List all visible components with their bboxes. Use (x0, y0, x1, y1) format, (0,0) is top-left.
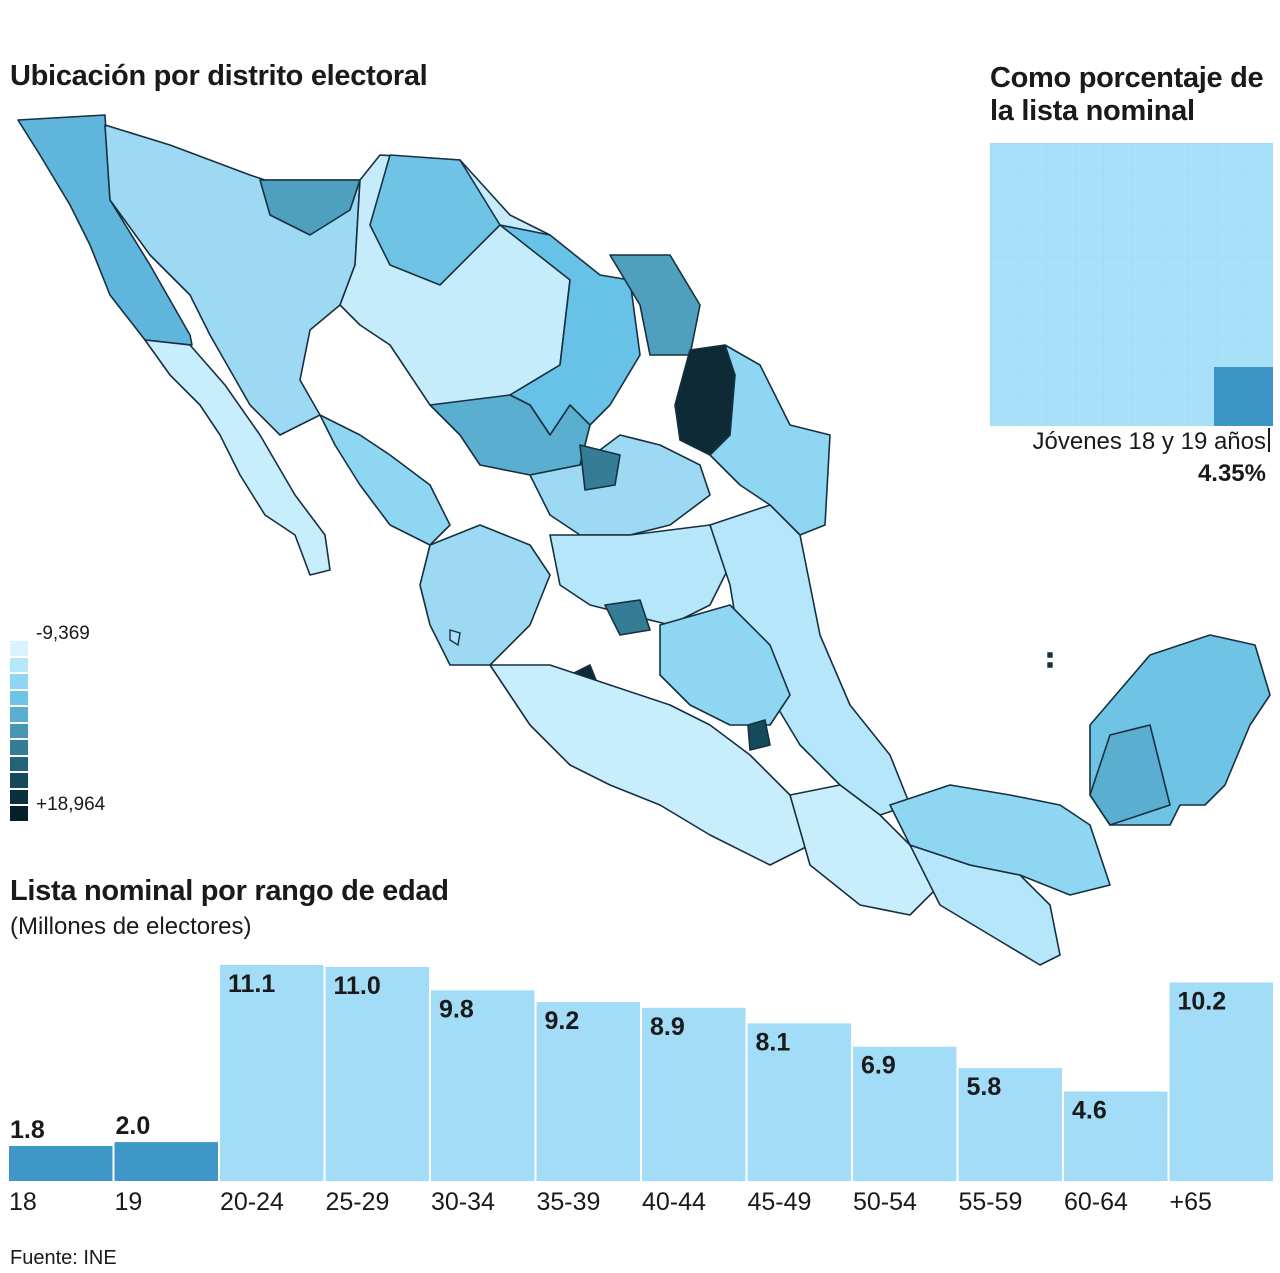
bar-30-34 (431, 990, 535, 1181)
bar-45-49 (747, 1023, 851, 1181)
percentage-value: 4.35% (1197, 460, 1266, 487)
legend-swatch (10, 756, 28, 771)
cdmx-dark (747, 719, 771, 751)
bar-value-label: 9.8 (439, 995, 474, 1023)
legend-color-scale (10, 641, 28, 823)
category-label: 35-39 (537, 1188, 601, 1216)
sonora-district (259, 179, 361, 236)
durango (429, 394, 591, 476)
bar-19 (114, 1142, 218, 1181)
bar-40-44 (642, 1007, 746, 1181)
bar-25-29 (325, 966, 429, 1181)
legend-swatch (10, 723, 28, 738)
category-label: 45-49 (748, 1188, 812, 1216)
island-2 (1047, 652, 1053, 658)
bajio (549, 524, 731, 626)
category-label: 18 (9, 1188, 37, 1216)
slp-dark (579, 444, 621, 491)
bar-value-label: 5.8 (967, 1073, 1002, 1101)
legend-swatch (10, 773, 28, 788)
percentage-tick (1268, 428, 1270, 452)
baja-california-sur (144, 339, 331, 576)
mexico-district-map (17, 114, 1271, 966)
michoacan-guerrero (489, 664, 811, 866)
campeche (1089, 724, 1171, 826)
percentage-label: Jóvenes 18 y 19 años (1032, 428, 1267, 455)
legend-swatch (10, 674, 28, 689)
bar-value-label: 4.6 (1072, 1096, 1107, 1124)
chihuahua-east (369, 154, 501, 286)
age-bar-chart: 1.8 18 2.0 19 11.1 20-24 11.0 25-29 9.8 30-34 9.2 3… (9, 965, 1273, 1216)
bar-value-label: 6.9 (861, 1052, 896, 1080)
legend-swatch (10, 690, 28, 705)
centro-cdmx (659, 604, 791, 726)
tabasco (889, 784, 1111, 896)
legend-swatch (10, 740, 28, 755)
category-label: +65 (1170, 1188, 1212, 1216)
bar-value-label: 8.9 (650, 1013, 685, 1041)
sinaloa (319, 414, 451, 546)
zacatecas-slp (529, 434, 711, 536)
queretaro-dark (604, 599, 651, 636)
category-label: 60-64 (1064, 1188, 1128, 1216)
bar-35-39 (536, 1001, 640, 1181)
category-label: 55-59 (959, 1188, 1023, 1216)
category-label: 30-34 (431, 1188, 495, 1216)
bar-55-59 (958, 1068, 1062, 1181)
percentage-title: Como porcentaje de la lista nominal (990, 62, 1264, 127)
bar-value-label: 10.2 (1178, 988, 1227, 1016)
legend-max-label: +18,964 (36, 794, 106, 815)
category-label: 19 (115, 1188, 143, 1216)
bar-value-label: 9.2 (545, 1007, 580, 1035)
island-1 (449, 629, 461, 647)
nayarit-jalisco (419, 524, 551, 666)
bar-50-54 (853, 1046, 957, 1181)
map-title: Ubicación por distrito electoral (10, 60, 428, 92)
chart-subtitle: (Millones de electores) (10, 913, 252, 940)
bar-60-64 (1064, 1091, 1168, 1181)
category-label: 25-29 (326, 1188, 390, 1216)
bar-value-label: 11.0 (334, 972, 381, 1000)
percentage-square (990, 143, 1273, 426)
chart-title: Lista nominal por rango de edad (10, 875, 449, 907)
bar-+65 (1169, 982, 1273, 1181)
bar-value-label: 11.1 (228, 970, 275, 998)
legend-swatch (10, 707, 28, 722)
category-label: 50-54 (853, 1188, 917, 1216)
legend-swatch (10, 657, 28, 672)
category-label: 40-44 (642, 1188, 706, 1216)
island-3 (1047, 662, 1053, 668)
bar-value-label: 8.1 (756, 1028, 791, 1056)
source-note: Fuente: INE (10, 1247, 117, 1269)
category-label: 20-24 (220, 1188, 284, 1216)
bar-20-24 (220, 965, 324, 1181)
bar-value-label: 1.8 (10, 1116, 45, 1144)
bar-value-label: 2.0 (116, 1112, 151, 1140)
legend-swatch (10, 806, 28, 821)
legend-swatch (10, 641, 28, 656)
legend-swatch (10, 789, 28, 804)
legend-min-label: -9,369 (36, 623, 90, 644)
bar-18 (9, 1145, 113, 1181)
percentage-highlight-square (1214, 367, 1273, 426)
